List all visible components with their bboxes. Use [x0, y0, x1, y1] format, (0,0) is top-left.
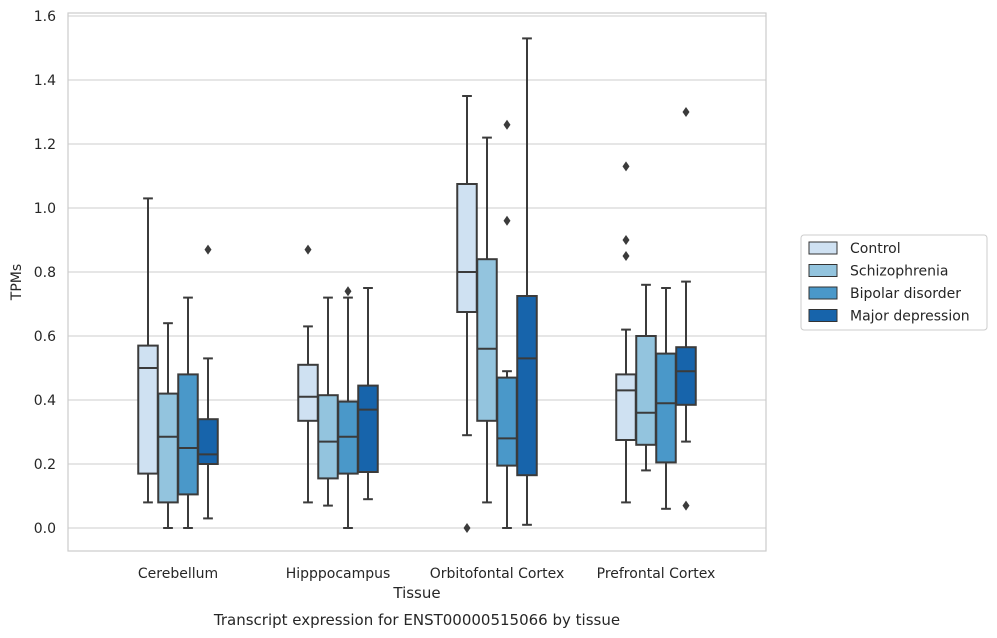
- x-tick-label: Prefrontal Cortex: [597, 566, 716, 582]
- box-series: [137, 37, 697, 533]
- y-axis-label: TPMs: [9, 264, 25, 301]
- y-tick-label: 1.4: [34, 73, 56, 89]
- outlier-point: [682, 500, 690, 511]
- box: [675, 346, 697, 406]
- x-tick-labels: Cerebellum Hipppocampus Orbitofontal Corte…: [138, 566, 715, 582]
- box: [317, 394, 339, 480]
- y-tick-label: 0.0: [34, 521, 56, 537]
- box: [357, 384, 379, 474]
- y-tick-label: 0.6: [34, 329, 56, 345]
- legend-label: Control: [850, 241, 901, 257]
- legend-swatch: [808, 309, 838, 322]
- box: [297, 363, 319, 422]
- x-tick-label: Orbitofontal Cortex: [430, 566, 565, 582]
- y-tick-label: 0.8: [34, 265, 56, 281]
- outlier-point: [622, 251, 630, 261]
- box: [635, 335, 657, 446]
- x-tick-label: Hipppocampus: [286, 566, 391, 582]
- box: [177, 373, 199, 496]
- x-tick-label: Cerebellum: [138, 566, 218, 582]
- plot-frame: [67, 12, 767, 552]
- outlier-point: [503, 215, 511, 226]
- legend-frame: [800, 234, 988, 331]
- legend-label: Major depression: [850, 309, 970, 325]
- box: [197, 418, 219, 466]
- y-tick-label: 1.2: [34, 137, 56, 153]
- x-axis-label: Tissue: [392, 584, 440, 602]
- box: [137, 344, 159, 475]
- y-tick-labels: 0.0 0.2 0.4 0.6 0.8 1.0 1.2 1.4 1.6: [34, 9, 56, 537]
- outlier-point: [304, 244, 312, 255]
- y-tick-label: 1.0: [34, 201, 56, 217]
- series-group: [137, 95, 637, 533]
- legend-label: Bipolar disorder: [850, 286, 961, 302]
- legend-swatch: [808, 264, 838, 277]
- outlier-point: [503, 119, 511, 130]
- box: [476, 258, 498, 422]
- outlier-point: [622, 235, 630, 245]
- outlier-point: [344, 286, 352, 297]
- outlier-point: [682, 107, 690, 117]
- y-tick-label: 1.6: [34, 9, 56, 25]
- box: [655, 352, 677, 464]
- box: [516, 295, 538, 477]
- legend-swatch: [808, 286, 838, 300]
- legend: Control Schizophrenia Bipolar disorder Majo…: [800, 234, 988, 331]
- outlier-point: [463, 523, 471, 533]
- outlier-point: [622, 161, 630, 172]
- box: [157, 392, 179, 504]
- legend-label: Schizophrenia: [850, 264, 948, 280]
- box: [456, 183, 478, 313]
- y-tick-label: 0.2: [34, 457, 56, 473]
- series-group: [197, 37, 697, 526]
- y-tick-label: 0.4: [34, 393, 56, 409]
- chart-caption: Transcript expression for ENST0000051506…: [213, 611, 620, 629]
- legend-swatch: [808, 241, 838, 255]
- series-group: [157, 136, 657, 529]
- outlier-point: [204, 244, 212, 255]
- series-group: [177, 119, 677, 529]
- box: [496, 376, 518, 467]
- box: [615, 373, 637, 441]
